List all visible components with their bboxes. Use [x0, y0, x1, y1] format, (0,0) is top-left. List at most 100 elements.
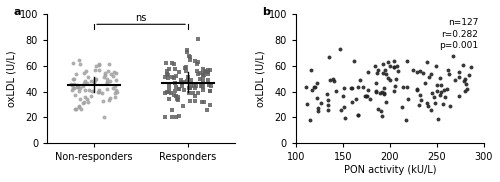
Point: [436, 84, 444, 87]
Point: [179, 105, 187, 108]
Point: [377, 109, 385, 112]
Point: [404, 98, 412, 100]
Point: [379, 62, 387, 65]
Point: [362, 94, 370, 97]
Point: [81, 80, 89, 82]
Point: [172, 75, 179, 78]
Point: [194, 92, 202, 95]
Point: [70, 78, 78, 81]
Point: [384, 60, 392, 63]
Point: [439, 103, 447, 106]
Point: [384, 76, 392, 79]
Point: [392, 84, 400, 87]
Point: [70, 82, 78, 85]
Point: [175, 87, 183, 90]
Point: [165, 90, 173, 93]
Point: [112, 84, 120, 87]
Point: [463, 88, 471, 91]
Point: [71, 93, 79, 96]
Point: [372, 91, 380, 94]
Point: [350, 59, 358, 62]
Point: [382, 68, 390, 71]
Point: [324, 104, 332, 107]
Point: [182, 66, 190, 68]
Point: [94, 63, 102, 66]
Point: [67, 83, 75, 86]
Point: [422, 81, 430, 84]
Point: [308, 88, 316, 91]
Point: [324, 55, 332, 58]
Point: [174, 71, 182, 74]
Point: [434, 118, 442, 121]
Point: [80, 72, 88, 75]
Point: [172, 68, 179, 71]
Point: [382, 101, 390, 104]
Point: [162, 62, 170, 65]
Point: [382, 72, 390, 75]
Point: [190, 91, 198, 94]
Point: [430, 95, 438, 98]
Point: [73, 83, 81, 86]
Point: [460, 78, 468, 81]
Point: [84, 101, 92, 104]
Point: [460, 80, 468, 83]
Point: [398, 106, 406, 109]
Point: [436, 77, 444, 80]
Point: [68, 78, 76, 81]
Point: [204, 84, 212, 87]
Point: [390, 60, 398, 63]
Point: [433, 83, 441, 86]
Point: [106, 79, 114, 82]
Point: [198, 73, 206, 76]
Point: [326, 78, 334, 81]
Point: [348, 100, 356, 103]
Point: [403, 86, 411, 89]
Point: [202, 109, 210, 112]
Point: [112, 78, 120, 81]
Point: [110, 86, 118, 89]
Point: [378, 91, 386, 94]
Point: [390, 65, 398, 68]
Point: [180, 80, 188, 83]
Point: [184, 75, 192, 78]
Point: [317, 101, 325, 104]
Point: [177, 81, 185, 84]
Point: [364, 70, 372, 73]
Point: [313, 82, 321, 85]
Point: [386, 78, 394, 81]
Point: [372, 82, 380, 85]
Point: [192, 84, 200, 87]
Point: [426, 73, 434, 76]
Point: [444, 68, 452, 71]
Point: [70, 86, 78, 89]
Point: [170, 76, 178, 79]
Point: [103, 87, 111, 90]
Point: [341, 117, 349, 120]
Point: [402, 118, 409, 121]
Text: n=127
r=0.282
p=0.001: n=127 r=0.282 p=0.001: [439, 18, 478, 50]
Point: [306, 118, 314, 121]
Point: [95, 90, 103, 93]
Point: [168, 61, 176, 64]
Point: [92, 65, 100, 68]
Point: [380, 91, 388, 94]
Point: [168, 116, 176, 118]
Point: [417, 98, 425, 101]
Y-axis label: oxLDL (U/L): oxLDL (U/L): [7, 50, 17, 107]
Point: [371, 64, 379, 67]
Point: [68, 84, 76, 87]
Point: [307, 68, 315, 71]
Point: [193, 70, 201, 73]
Point: [324, 108, 332, 111]
Point: [178, 84, 186, 87]
Point: [464, 73, 472, 76]
Point: [393, 64, 401, 67]
Point: [314, 110, 322, 112]
Point: [200, 88, 207, 91]
Point: [186, 87, 194, 90]
Point: [80, 85, 88, 88]
Point: [105, 62, 113, 65]
Point: [310, 85, 318, 88]
Point: [200, 74, 208, 77]
Point: [161, 76, 169, 78]
